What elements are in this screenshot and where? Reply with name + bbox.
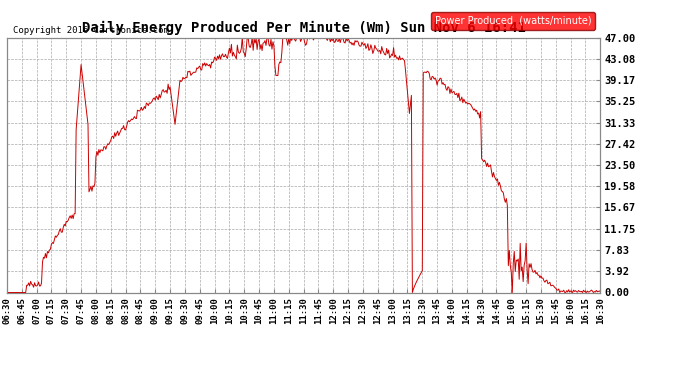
Title: Daily Energy Produced Per Minute (Wm) Sun Nov 6 16:41: Daily Energy Produced Per Minute (Wm) Su…	[81, 21, 526, 35]
Legend: Power Produced  (watts/minute): Power Produced (watts/minute)	[431, 12, 595, 30]
Text: Copyright 2016 Cartronics.com: Copyright 2016 Cartronics.com	[13, 26, 169, 35]
